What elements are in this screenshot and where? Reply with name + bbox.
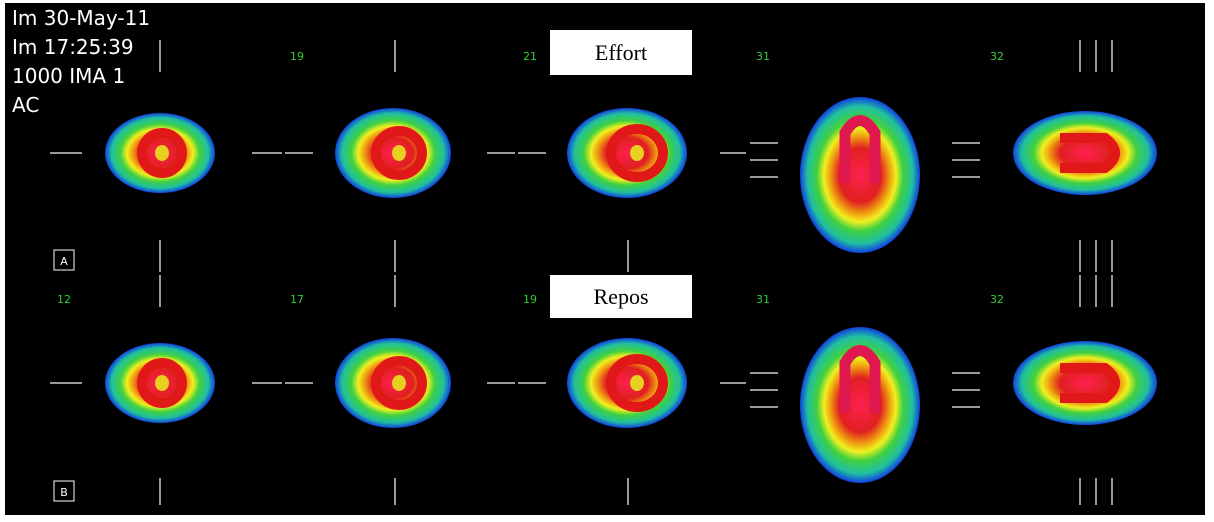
slice-number: 31 bbox=[756, 50, 770, 63]
perfusion-image bbox=[1013, 111, 1157, 195]
row-marker: B bbox=[60, 486, 68, 499]
cavity bbox=[630, 145, 644, 161]
slice-number: 21 bbox=[523, 50, 537, 63]
perfusion-image bbox=[1013, 341, 1157, 425]
perfusion-image bbox=[567, 338, 687, 428]
slice-number: 17 bbox=[290, 293, 304, 306]
cavity bbox=[155, 375, 169, 391]
page: Im 30-May-11 Im 17:25:39 1000 IMA 1 AC E… bbox=[0, 0, 1214, 522]
header-line: Im 30-May-11 bbox=[12, 6, 150, 30]
slice-number: 32 bbox=[990, 293, 1004, 306]
slice-number: 19 bbox=[523, 293, 537, 306]
perfusion-image bbox=[567, 108, 687, 198]
screen: Im 30-May-11 Im 17:25:39 1000 IMA 1 AC E… bbox=[0, 0, 1214, 522]
slice-number: 19 bbox=[290, 50, 304, 63]
cavity bbox=[392, 375, 406, 391]
row-marker: A bbox=[60, 255, 68, 268]
slice-number: 12 bbox=[57, 293, 71, 306]
cavity bbox=[155, 145, 169, 161]
slice-number: 31 bbox=[756, 293, 770, 306]
header-line: 1000 IMA 1 bbox=[12, 64, 125, 88]
viewport bbox=[5, 3, 1205, 515]
header-line: AC bbox=[12, 93, 39, 117]
slice-number: 32 bbox=[990, 50, 1004, 63]
cavity bbox=[630, 375, 644, 391]
cavity bbox=[392, 145, 406, 161]
row-label: Effort bbox=[595, 40, 647, 65]
row-label: Repos bbox=[594, 284, 649, 309]
header-line: Im 17:25:39 bbox=[12, 35, 134, 59]
